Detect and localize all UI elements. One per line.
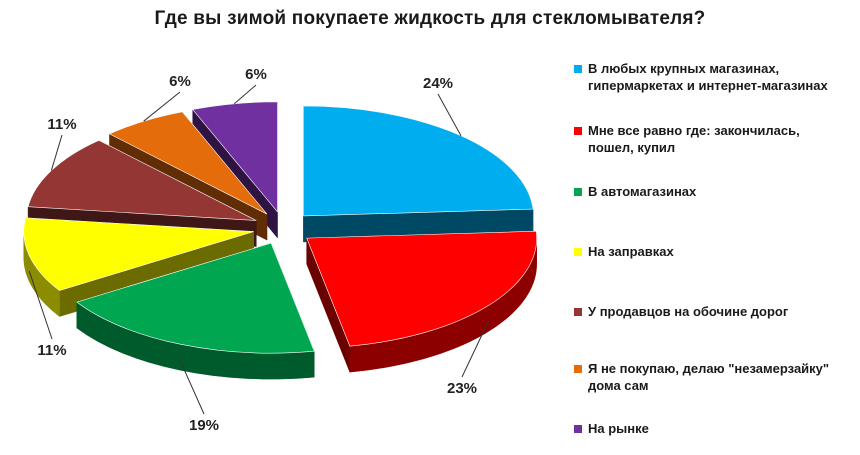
legend-entry: У продавцов на обочине дорог bbox=[574, 303, 860, 320]
legend-label: На рынке bbox=[588, 421, 649, 436]
legend-label: Мне все равно где: закончилась, пошел, к… bbox=[588, 123, 800, 155]
legend-entry: Я не покупаю, делаю "незамерзайку" дома … bbox=[574, 360, 860, 394]
chart-title: Где вы зимой покупаете жидкость для стек… bbox=[154, 8, 706, 29]
leader-line bbox=[50, 134, 63, 171]
legend-entry: На заправках bbox=[574, 243, 860, 260]
legend-entry: На рынке bbox=[574, 420, 860, 437]
legend-swatch bbox=[574, 425, 582, 433]
data-label: 24% bbox=[423, 75, 453, 92]
legend-entry: Мне все равно где: закончилась, пошел, к… bbox=[574, 122, 860, 156]
data-labels: 24% 23% 19% 11% 11% 6% 6% bbox=[28, 66, 489, 434]
legend-swatch bbox=[574, 188, 582, 196]
legend-swatch bbox=[574, 127, 582, 135]
leader-line bbox=[143, 91, 181, 122]
pie-slice bbox=[76, 242, 315, 380]
legend-swatch bbox=[574, 365, 582, 373]
legend-swatch bbox=[574, 308, 582, 316]
leader-line bbox=[233, 84, 257, 105]
legend-entry: В любых крупных магазинах, гипермаркетах… bbox=[574, 60, 860, 94]
pie-slices bbox=[23, 101, 537, 380]
legend-swatch bbox=[574, 248, 582, 256]
pie-slice bbox=[306, 230, 537, 373]
leader-line bbox=[437, 93, 462, 137]
data-label: 19% bbox=[189, 417, 219, 434]
data-label: 23% bbox=[447, 380, 477, 397]
legend-label: В любых крупных магазинах, гипермаркетах… bbox=[588, 61, 828, 93]
leader-line bbox=[461, 320, 489, 378]
pie-slice bbox=[303, 105, 534, 243]
leader-line bbox=[28, 271, 53, 340]
pie-slice bbox=[27, 139, 257, 247]
legend-label: Я не покупаю, делаю "незамерзайку" дома … bbox=[588, 361, 830, 393]
data-label: 6% bbox=[245, 66, 267, 83]
legend-swatch bbox=[574, 65, 582, 73]
legend-label: У продавцов на обочине дорог bbox=[588, 304, 789, 319]
data-label: 6% bbox=[169, 73, 191, 90]
legend-label: На заправках bbox=[588, 244, 674, 259]
legend-entry: В автомагазинах bbox=[574, 183, 860, 200]
data-label: 11% bbox=[37, 342, 66, 359]
legend-label: В автомагазинах bbox=[588, 184, 697, 199]
data-label: 11% bbox=[47, 116, 76, 133]
leader-line bbox=[179, 359, 205, 415]
